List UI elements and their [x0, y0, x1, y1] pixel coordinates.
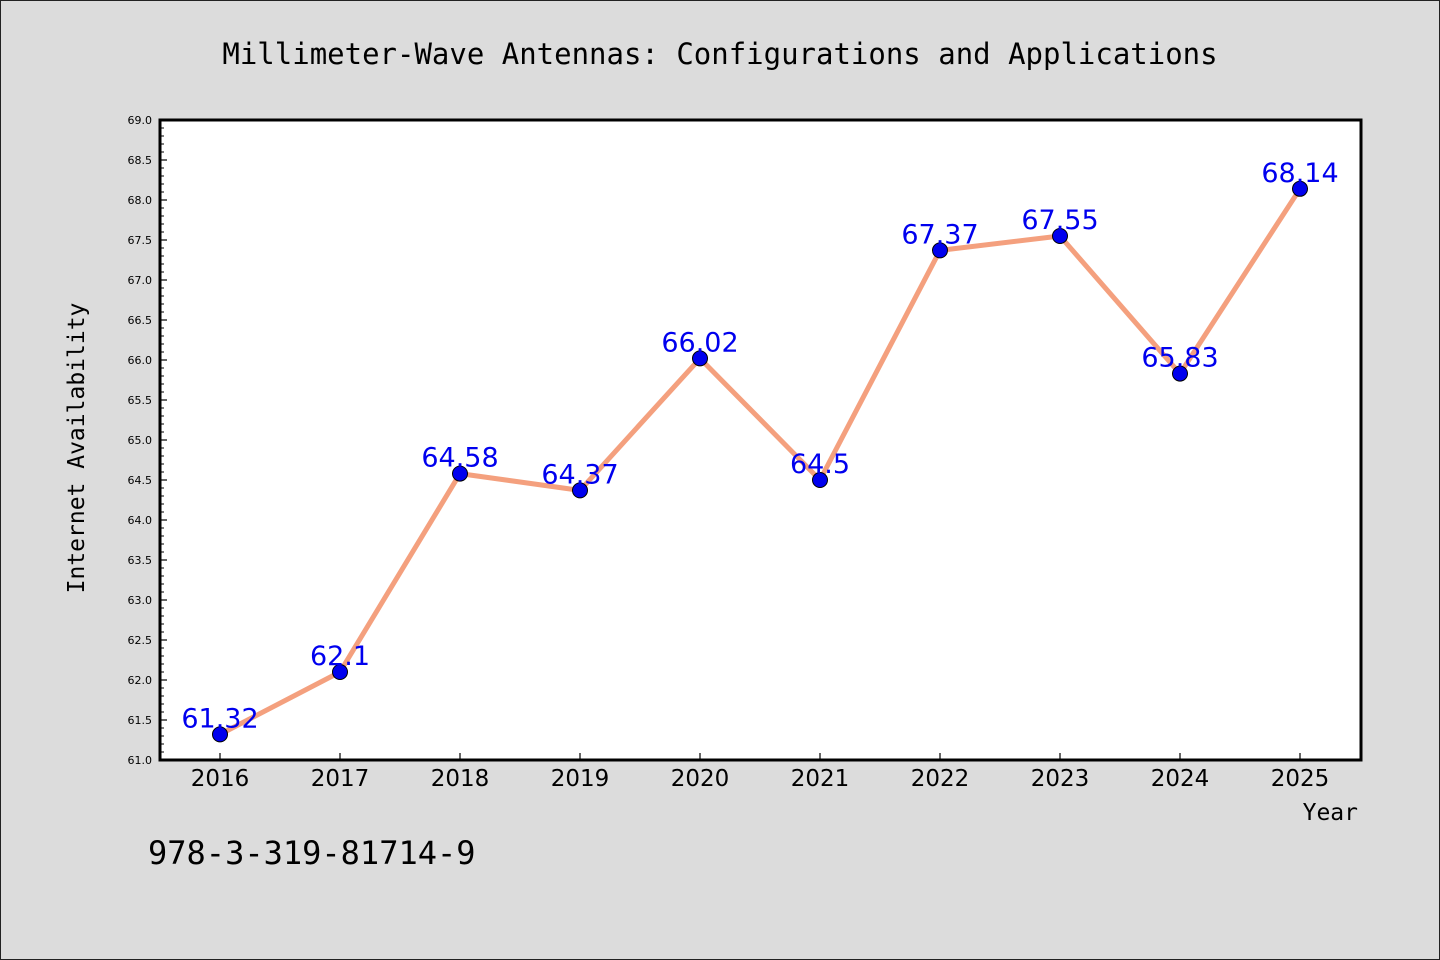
- y-tick-label: 65.0: [128, 434, 153, 447]
- y-tick-label: 67.0: [128, 274, 153, 287]
- data-label: 67.37: [901, 219, 978, 250]
- data-label: 64.37: [541, 459, 618, 490]
- x-tick-label: 2023: [1031, 766, 1090, 792]
- x-tick-label: 2018: [431, 766, 490, 792]
- footnote-text: 978-3-319-81714-9: [148, 834, 476, 872]
- y-tick-label: 65.5: [128, 394, 153, 407]
- y-tick-label: 63.5: [128, 554, 153, 567]
- data-point: [212, 726, 228, 743]
- y-tick-label: 63.0: [128, 594, 153, 607]
- y-tick-label: 68.5: [128, 154, 153, 167]
- data-label: 67.55: [1021, 205, 1098, 236]
- data-point: [692, 350, 708, 367]
- x-tick-label: 2025: [1271, 766, 1330, 792]
- plot-area: [158, 118, 1363, 762]
- y-tick-label: 69.0: [128, 114, 153, 127]
- chart-title: Millimeter-Wave Antennas: Configurations…: [222, 37, 1217, 71]
- x-tick-label: 2020: [671, 766, 730, 792]
- data-point: [812, 472, 828, 488]
- y-tick-label: 62.5: [128, 634, 153, 647]
- x-tick-label: 2016: [191, 766, 250, 792]
- data-label: 61.32: [181, 703, 258, 734]
- data-point: [452, 465, 468, 482]
- x-tick-label: 2021: [791, 766, 850, 792]
- data-point: [1292, 180, 1308, 197]
- series-line: [217, 186, 1303, 737]
- y-axis-label: Internet Availability: [64, 303, 90, 594]
- y-tick-label: 66.0: [128, 354, 153, 367]
- x-axis-label: Year: [1303, 800, 1358, 826]
- series-layer: 61.32 62.1 64.58 64.37 66.02 64.5 67.37 67.55 65…: [181, 158, 1339, 743]
- data-label: 64.5: [790, 449, 850, 480]
- x-tick-label: 2024: [1151, 766, 1210, 792]
- y-tick-label: 67.5: [128, 234, 153, 247]
- x-tick-label: 2022: [911, 766, 970, 792]
- y-tick-label: 68.0: [128, 194, 153, 207]
- data-label: 62.1: [310, 641, 370, 672]
- y-tick-label: 61.5: [128, 714, 153, 727]
- data-label: 64.58: [421, 443, 498, 474]
- data-point: [932, 242, 948, 259]
- data-point: [332, 664, 348, 680]
- data-label: 65.83: [1141, 343, 1218, 374]
- x-tick-label: 2019: [551, 766, 610, 792]
- data-point: [1172, 365, 1188, 382]
- data-label: 66.02: [661, 327, 738, 358]
- x-tick-label: 2017: [311, 766, 370, 792]
- x-axis: 2016 2017 2018 2019 2020 2021 2022 2023 2024 2025: [191, 753, 1330, 792]
- y-tick-label: 61.0: [128, 754, 153, 767]
- y-tick-label: 64.0: [128, 514, 153, 527]
- data-point: [1052, 228, 1068, 244]
- y-tick-label: 64.5: [128, 474, 153, 487]
- y-tick-label: 62.0: [128, 674, 153, 687]
- y-tick-label: 66.5: [128, 314, 153, 327]
- data-point: [572, 482, 588, 499]
- data-label: 68.14: [1261, 158, 1338, 189]
- y-axis: 61.0 61.5 62.0 62.5 63.0 63.5 64.0 64.5 65.0 65.5…: [128, 114, 167, 767]
